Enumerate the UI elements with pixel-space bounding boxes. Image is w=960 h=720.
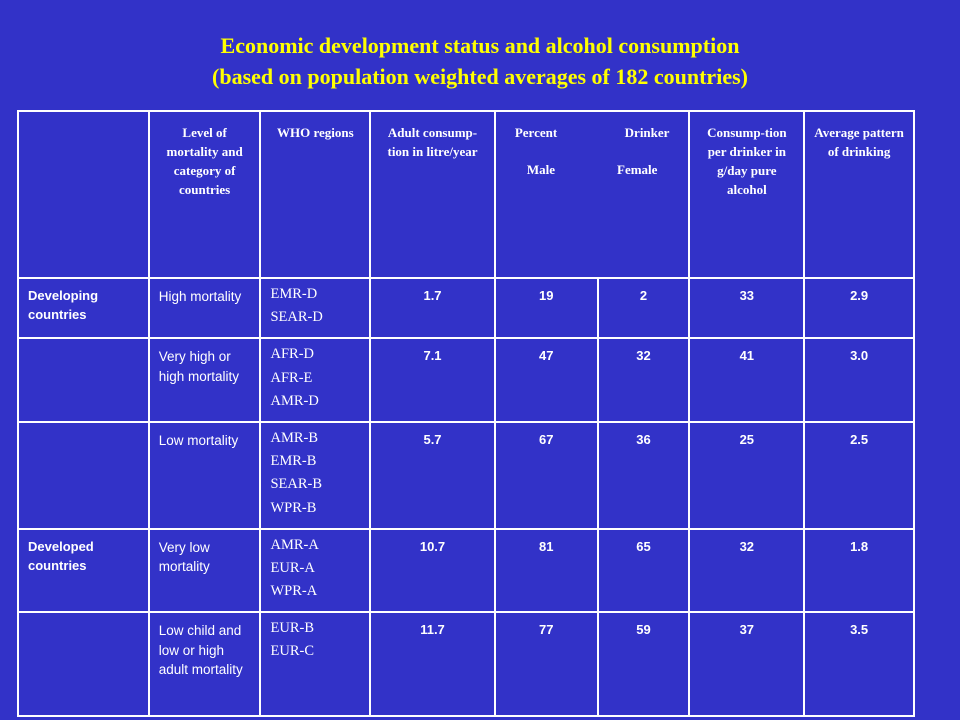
category-cell: Developing countries [17,276,150,340]
header-line: Male Female [505,161,680,180]
female-cell: 36 [596,420,691,530]
region: EMR-B [270,453,317,470]
level-cell: Low mortality [147,420,262,530]
consumption-cell: 25 [688,420,806,530]
header-cell [17,110,150,279]
consumption-cell: 33 [688,276,806,340]
region: WPR-B [270,499,317,516]
region: WPR-A [270,583,318,600]
header-cell: Consump-tion per drinker in g/day pure a… [688,110,806,279]
pattern-cell: 3.5 [803,611,915,718]
consumption-cell: 41 [688,337,806,423]
adult-cell: 7.1 [369,337,496,423]
regions-cell: AMR-A EUR-A WPR-A [259,527,372,614]
level-cell: Very high or high mortality [147,337,262,423]
title-line: Economic development status and alcohol … [220,33,740,58]
regions-cell: AMR-B EMR-B SEAR-B WPR-B [259,420,372,530]
level-cell: High mortality [147,276,262,340]
category-cell [17,337,150,423]
female-cell: 59 [596,611,691,718]
regions-cell: AFR-D AFR-E AMR-D [259,337,372,423]
regions-cell: EMR-D SEAR-D [259,276,372,340]
male-cell: 81 [493,527,599,614]
adult-cell: 10.7 [369,527,496,614]
header-text: Female [617,161,658,177]
regions-cell: EUR-B EUR-C [259,611,372,718]
level-cell: Low child and low or high adult mortalit… [147,611,262,718]
female-cell: 2 [596,276,691,340]
title-line: (based on population weighted averages o… [212,64,748,89]
header-cell: WHO regions [259,110,372,279]
header-text: Male [526,161,555,177]
consumption-cell: 37 [688,611,806,718]
pattern-cell: 2.5 [803,420,915,530]
adult-cell: 11.7 [369,611,496,718]
header-cell: Adult consump-tion in litre/year [369,110,496,279]
pattern-cell: 2.9 [803,276,915,340]
table-row: Low child and low or high adult mortalit… [17,611,915,718]
consumption-cell: 32 [688,527,806,614]
data-table: Level of mortality and category of count… [17,110,915,718]
table-row: Very high or high mortality AFR-D AFR-E AMR… [17,337,915,423]
table-row: Developed countries Very low mortality AMR… [17,527,915,614]
male-cell: 77 [493,611,599,718]
adult-cell: 1.7 [369,276,496,340]
region: AMR-D [270,392,319,409]
header-text: Drinker [624,125,670,140]
header-line: Percent Drinker [505,124,680,143]
pattern-cell: 1.8 [803,527,915,614]
region: AFR-D [270,346,314,363]
header-cell: Average pattern of drinking [803,110,915,279]
region: EUR-C [270,643,314,660]
region: AMR-B [270,429,319,446]
male-cell: 67 [493,420,599,530]
category-cell: Developed countries [17,527,150,614]
region: EUR-A [270,559,315,576]
region: EMR-D [270,286,318,302]
region: AFR-E [270,369,313,386]
region: SEAR-D [270,309,323,326]
female-cell: 32 [596,337,691,423]
pattern-cell: 3.0 [803,337,915,423]
male-cell: 47 [493,337,599,423]
region: SEAR-B [270,476,323,493]
table-row: Developing countries High mortality EMR-D S… [17,276,915,340]
header-cell: Level of mortality and category of count… [147,110,262,279]
male-cell: 19 [493,276,599,340]
region: AMR-A [270,536,319,553]
female-cell: 65 [596,527,691,614]
header-row: Level of mortality and category of count… [17,110,915,279]
header-text: Percent [514,125,558,140]
table-row: Low mortality AMR-B EMR-B SEAR-B WPR-B 5.7 67 3… [17,420,915,530]
adult-cell: 5.7 [369,420,496,530]
category-cell [17,420,150,530]
category-cell [17,611,150,718]
header-cell: Percent Drinker Male Female [493,110,691,279]
level-cell: Very low mortality [147,527,262,614]
region: EUR-B [270,620,314,637]
